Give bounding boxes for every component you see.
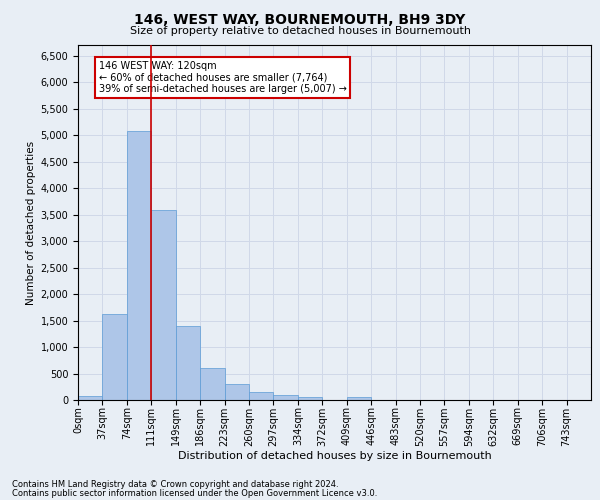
Text: 146, WEST WAY, BOURNEMOUTH, BH9 3DY: 146, WEST WAY, BOURNEMOUTH, BH9 3DY	[134, 12, 466, 26]
X-axis label: Distribution of detached houses by size in Bournemouth: Distribution of detached houses by size …	[178, 452, 491, 462]
Bar	[249, 392, 274, 400]
Bar	[127, 132, 151, 400]
Text: Size of property relative to detached houses in Bournemouth: Size of property relative to detached ho…	[130, 26, 470, 36]
Bar	[224, 384, 249, 400]
Bar	[298, 397, 322, 400]
Bar	[200, 368, 224, 400]
Bar	[151, 210, 176, 400]
Bar	[78, 396, 103, 400]
Text: Contains public sector information licensed under the Open Government Licence v3: Contains public sector information licen…	[12, 489, 377, 498]
Y-axis label: Number of detached properties: Number of detached properties	[26, 140, 36, 304]
Bar	[347, 397, 371, 400]
Bar	[274, 395, 298, 400]
Bar	[176, 326, 200, 400]
Text: 146 WEST WAY: 120sqm
← 60% of detached houses are smaller (7,764)
39% of semi-de: 146 WEST WAY: 120sqm ← 60% of detached h…	[98, 61, 346, 94]
Bar	[103, 314, 127, 400]
Text: Contains HM Land Registry data © Crown copyright and database right 2024.: Contains HM Land Registry data © Crown c…	[12, 480, 338, 489]
